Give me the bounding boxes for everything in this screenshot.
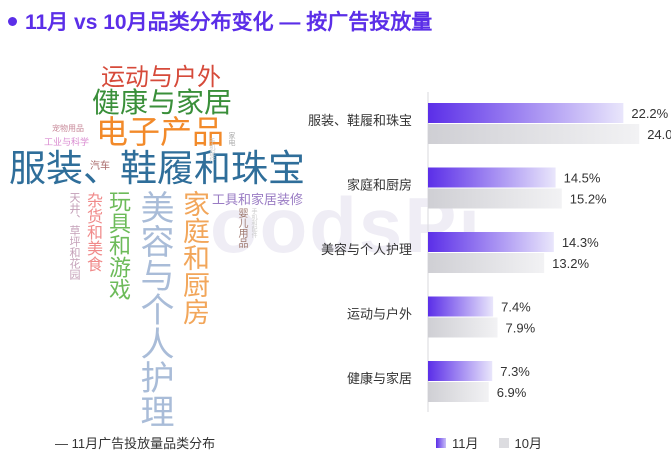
bar-oct <box>428 317 498 338</box>
data-label-nov: 7.4% <box>501 300 531 315</box>
word-cloud-word: 杂货和美食 <box>84 192 101 272</box>
legend-label-nov: 11月 <box>452 436 479 451</box>
word-cloud-word: 服装、鞋履和珠宝 <box>9 148 305 189</box>
word-cloud-word: 运动与户外 <box>101 64 221 91</box>
legend-swatch-oct <box>498 437 509 448</box>
title-row: 11月 vs 10月品类分布变化 — 按广告投放量 <box>8 6 432 36</box>
bar-oct <box>428 253 545 273</box>
word-cloud-word: 汽车 <box>90 161 110 172</box>
category-label: 服装、鞋履和珠宝 <box>308 113 412 128</box>
chart-title: 11月 vs 10月品类分布变化 — 按广告投放量 <box>25 11 433 34</box>
bar-nov <box>428 167 556 188</box>
word-cloud-caption: — 11月广告投放量品类分布 <box>55 436 216 451</box>
bar-oct <box>428 188 562 209</box>
word-cloud-word: 天井、草坪和花园 <box>68 192 80 280</box>
word-cloud-word: 电子产品 <box>96 114 225 150</box>
word-cloud-word: 宠物用品 <box>52 124 84 133</box>
legend-item-nov: 11月 <box>436 433 479 452</box>
category-label: 美容与个人护理 <box>321 242 412 257</box>
bar-oct <box>428 382 489 402</box>
word-cloud-word: 家电 <box>228 132 235 146</box>
word-cloud: 服装、鞋履和珠宝 电子产品 健康与家居 运动与户外 美容与个人护理 家庭和厨房 … <box>0 40 320 435</box>
bar-oct <box>428 124 640 144</box>
bar-nov <box>428 361 493 381</box>
bar-nov <box>428 232 554 252</box>
data-label-oct: 7.9% <box>506 321 536 336</box>
legend: 11月 10月 <box>436 433 562 452</box>
data-label-nov: 7.3% <box>500 364 530 379</box>
category-label: 家庭和厨房 <box>347 178 412 193</box>
word-cloud-word: 手机配件 <box>208 138 214 162</box>
data-label-nov: 14.5% <box>564 171 601 186</box>
word-cloud-word: 玩具和游戏 <box>106 190 131 300</box>
bar-nov <box>428 103 624 123</box>
data-label-nov: 22.2% <box>631 106 668 121</box>
word-cloud-word: 家庭和厨房 <box>179 190 209 325</box>
data-label-oct: 24.0% <box>647 127 671 142</box>
data-label-oct: 13.2% <box>552 256 589 271</box>
word-cloud-word: 工业与科学 <box>44 137 90 147</box>
legend-label-oct: 10月 <box>514 436 542 451</box>
data-label-oct: 6.9% <box>497 385 527 400</box>
word-cloud-word: 美容与个人护理 <box>135 190 173 428</box>
category-label: 运动与户外 <box>347 307 412 322</box>
word-cloud-word: 健康与家居 <box>92 87 233 118</box>
bar-nov <box>428 296 494 317</box>
data-label-oct: 15.2% <box>570 192 607 207</box>
word-cloud-word: 工具和家居装修 <box>212 192 304 207</box>
word-cloud-word: 婴儿用品 <box>236 208 247 248</box>
title-bullet <box>8 16 17 26</box>
data-label-nov: 14.3% <box>562 235 599 250</box>
category-label: 健康与家居 <box>347 371 412 386</box>
legend-item-oct: 10月 <box>498 433 542 452</box>
legend-swatch-nov <box>436 437 446 448</box>
word-cloud-word: 手机和配件 <box>250 208 256 238</box>
